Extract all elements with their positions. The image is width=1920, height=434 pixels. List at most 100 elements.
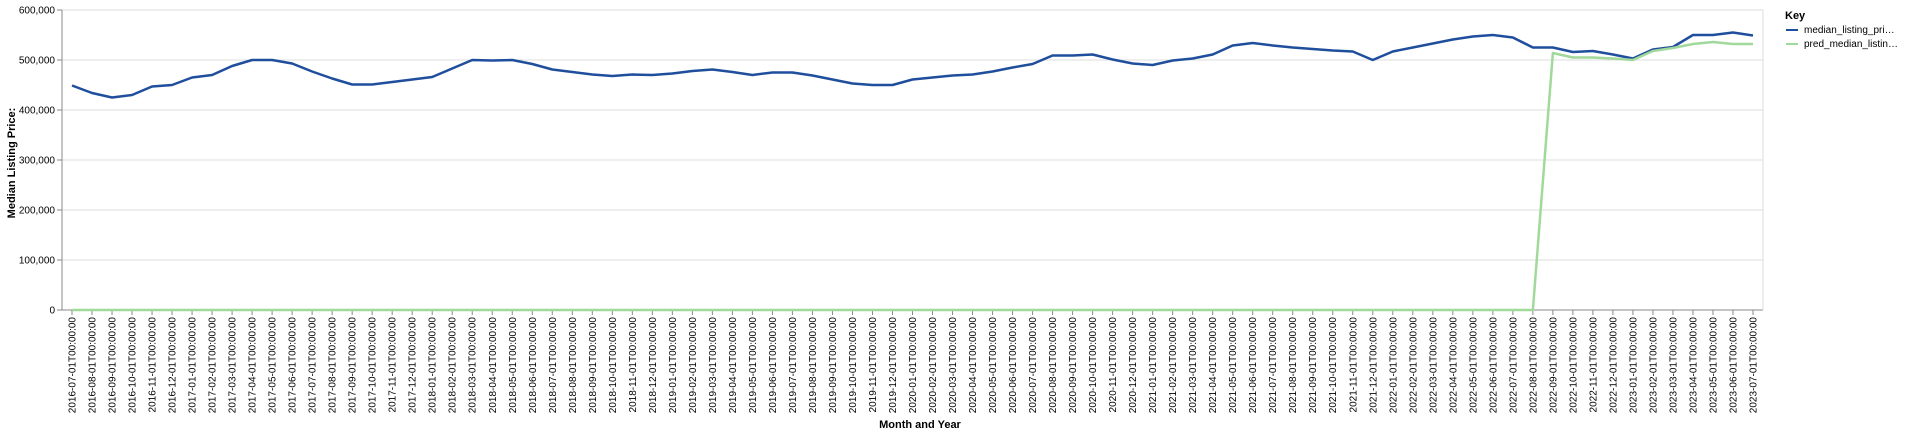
x-tick-label: 2020-08-01T00:00:00: [1048, 317, 1059, 414]
x-tick-label: 2017-04-01T00:00:00: [248, 317, 259, 414]
x-tick-label: 2023-04-01T00:00:00: [1688, 317, 1699, 414]
x-tick-label: 2023-01-01T00:00:00: [1628, 317, 1639, 414]
x-tick-label: 2021-11-01T00:00:00: [1348, 317, 1359, 413]
x-tick-label: 2019-12-01T00:00:00: [888, 317, 899, 414]
x-tick-label: 2019-08-01T00:00:00: [808, 317, 819, 414]
grid-lines: [62, 9, 1763, 311]
x-tick-label: 2019-05-01T00:00:00: [748, 317, 759, 414]
x-tick-label: 2019-07-01T00:00:00: [788, 317, 799, 414]
x-tick-label: 2018-07-01T00:00:00: [548, 317, 559, 414]
x-tick-label: 2018-08-01T00:00:00: [568, 317, 579, 414]
x-tick-label: 2019-04-01T00:00:00: [728, 317, 739, 414]
y-tick-label: 400,000: [19, 106, 56, 117]
x-tick-label: 2017-02-01T00:00:00: [208, 317, 219, 414]
x-tick-label: 2019-10-01T00:00:00: [848, 317, 859, 414]
legend-label: pred_median_listin…: [1804, 39, 1898, 50]
y-tick-label: 600,000: [19, 6, 56, 17]
x-tick-label: 2020-10-01T00:00:00: [1088, 317, 1099, 414]
x-tick-label: 2016-08-01T00:00:00: [88, 317, 99, 414]
x-tick-label: 2017-12-01T00:00:00: [408, 317, 419, 414]
x-tick-label: 2019-03-01T00:00:00: [708, 317, 719, 414]
x-tick-label: 2022-07-01T00:00:00: [1508, 317, 1519, 414]
y-tick-label: 300,000: [19, 156, 56, 167]
x-tick-label: 2020-07-01T00:00:00: [1028, 317, 1039, 414]
x-tick-label: 2023-02-01T00:00:00: [1648, 317, 1659, 414]
x-tick-label: 2018-12-01T00:00:00: [648, 317, 659, 414]
x-tick-label: 2017-05-01T00:00:00: [268, 317, 279, 414]
y-tick-label: 0: [49, 306, 55, 317]
x-tick-label: 2022-06-01T00:00:00: [1488, 317, 1499, 414]
x-tick-label: 2021-01-01T00:00:00: [1148, 317, 1159, 414]
x-tick-label: 2022-08-01T00:00:00: [1528, 317, 1539, 414]
legend-title: Key: [1785, 10, 1806, 22]
x-tick-label: 2019-09-01T00:00:00: [828, 317, 839, 414]
x-tick-label: 2020-03-01T00:00:00: [948, 317, 959, 414]
series-line-1: [71, 31, 1754, 99]
x-tick-label: 2016-12-01T00:00:00: [168, 317, 179, 414]
y-axis: 0 100,000 200,000 300,000 400,000 500,000 600,…: [19, 6, 62, 317]
x-tick-label: 2017-07-01T00:00:00: [308, 317, 319, 414]
x-tick-label: 2021-10-01T00:00:00: [1328, 317, 1339, 414]
x-tick-label: 2016-11-01T00:00:00: [148, 317, 159, 413]
x-tick-label: 2017-11-01T00:00:00: [388, 317, 399, 413]
x-tick-label: 2016-10-01T00:00:00: [128, 317, 139, 414]
x-tick-label: 2022-12-01T00:00:00: [1608, 317, 1619, 414]
x-tick-label: 2018-06-01T00:00:00: [528, 317, 539, 414]
x-tick-label: 2018-05-01T00:00:00: [508, 317, 519, 414]
x-tick-label: 2017-10-01T00:00:00: [368, 317, 379, 414]
x-tick-label: 2023-07-01T00:00:00: [1748, 317, 1759, 414]
x-tick-label: 2022-02-01T00:00:00: [1408, 317, 1419, 414]
x-tick-label: 2020-09-01T00:00:00: [1068, 317, 1079, 414]
x-tick-label: 2021-06-01T00:00:00: [1248, 317, 1259, 414]
x-axis: 2016-07-01T00:00:00 2016-08-01T00:00:00 20…: [68, 310, 1759, 414]
x-tick-label: 2021-02-01T00:00:00: [1168, 317, 1179, 414]
x-tick-label: 2021-07-01T00:00:00: [1268, 317, 1279, 414]
x-tick-label: 2020-11-01T00:00:00: [1108, 317, 1119, 413]
y-tick-label: 100,000: [19, 256, 56, 267]
x-tick-label: 2023-05-01T00:00:00: [1708, 317, 1719, 414]
legend-label: median_listing_pri…: [1804, 25, 1895, 36]
y-tick-label: 200,000: [19, 206, 56, 217]
x-tick-label: 2022-03-01T00:00:00: [1428, 317, 1439, 414]
x-tick-label: 2022-11-01T00:00:00: [1588, 317, 1599, 413]
x-tick-label: 2023-06-01T00:00:00: [1728, 317, 1739, 414]
x-tick-label: 2019-01-01T00:00:00: [668, 317, 679, 414]
x-tick-label: 2017-08-01T00:00:00: [328, 317, 339, 414]
x-tick-label: 2022-04-01T00:00:00: [1448, 317, 1459, 414]
x-tick-label: 2019-06-01T00:00:00: [768, 317, 779, 414]
x-tick-label: 2018-11-01T00:00:00: [628, 317, 639, 413]
x-tick-label: 2021-08-01T00:00:00: [1288, 317, 1299, 414]
x-tick-label: 2022-05-01T00:00:00: [1468, 317, 1479, 414]
legend: Key median_listing_pri… pred_median_listi…: [1785, 10, 1898, 50]
x-tick-label: 2017-01-01T00:00:00: [188, 317, 199, 414]
x-tick-label: 2018-02-01T00:00:00: [448, 317, 459, 414]
x-tick-label: 2021-03-01T00:00:00: [1188, 317, 1199, 414]
x-axis-title: Month and Year: [879, 419, 961, 431]
x-tick-label: 2022-09-01T00:00:00: [1548, 317, 1559, 414]
x-tick-label: 2023-03-01T00:00:00: [1668, 317, 1679, 414]
y-axis-title: Median Listing Price:: [6, 108, 18, 219]
x-tick-label: 2020-12-01T00:00:00: [1128, 317, 1139, 414]
series-line-2: [72, 40, 1753, 312]
x-tick-label: 2020-01-01T00:00:00: [908, 317, 919, 414]
x-tick-label: 2017-03-01T00:00:00: [228, 317, 239, 414]
x-tick-label: 2019-02-01T00:00:00: [688, 317, 699, 414]
x-tick-label: 2018-04-01T00:00:00: [488, 317, 499, 414]
x-tick-label: 2017-09-01T00:00:00: [348, 317, 359, 414]
x-tick-label: 2017-06-01T00:00:00: [288, 317, 299, 414]
x-tick-label: 2018-10-01T00:00:00: [608, 317, 619, 414]
x-tick-label: 2021-05-01T00:00:00: [1228, 317, 1239, 414]
series-lines: [71, 31, 1754, 312]
x-tick-label: 2020-06-01T00:00:00: [1008, 317, 1019, 414]
x-tick-label: 2018-01-01T00:00:00: [428, 317, 439, 414]
x-tick-label: 2021-09-01T00:00:00: [1308, 317, 1319, 414]
x-tick-label: 2018-09-01T00:00:00: [588, 317, 599, 414]
x-tick-label: 2020-02-01T00:00:00: [928, 317, 939, 414]
x-tick-label: 2022-01-01T00:00:00: [1388, 317, 1399, 414]
x-tick-label: 2019-11-01T00:00:00: [868, 317, 879, 413]
x-tick-label: 2016-07-01T00:00:00: [68, 317, 79, 414]
x-tick-label: 2020-04-01T00:00:00: [968, 317, 979, 414]
x-tick-label: 2016-09-01T00:00:00: [108, 317, 119, 414]
x-tick-label: 2021-04-01T00:00:00: [1208, 317, 1219, 414]
